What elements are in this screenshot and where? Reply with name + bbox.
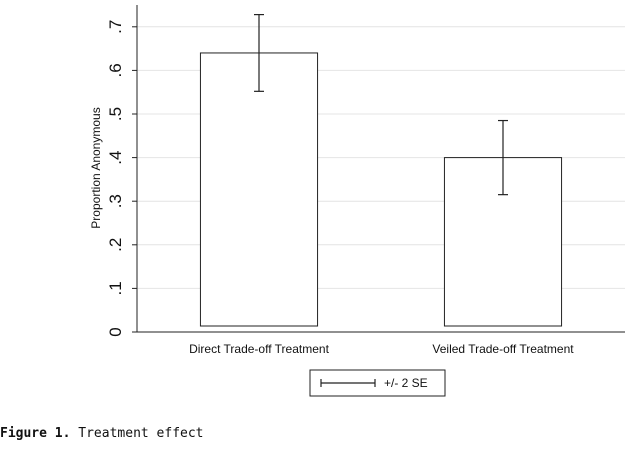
error-bars [254, 13, 508, 196]
x-tick-labels: Direct Trade-off Treatment Veiled Trade-o… [189, 342, 574, 356]
axes [136, 5, 625, 333]
figure-caption-text: Treatment effect [78, 426, 204, 441]
legend: +/- 2 SE [309, 369, 446, 397]
y-tick-label: .6 [106, 63, 125, 77]
x-tick-label: Direct Trade-off Treatment [189, 342, 330, 356]
figure-caption: Figure 1. Treatment effect [0, 426, 204, 441]
figure-caption-label: Figure 1. [0, 426, 71, 441]
y-tick-label: .5 [106, 107, 125, 121]
y-tick-label: 0 [106, 327, 125, 336]
x-tick-label: Veiled Trade-off Treatment [432, 342, 574, 356]
y-tick-label: .3 [106, 194, 125, 208]
y-tick-label: .4 [106, 151, 125, 165]
y-tick-label: .7 [106, 20, 125, 34]
y-axis-label: Proportion Anonymous [89, 107, 103, 228]
bars [199, 52, 563, 327]
y-tick-label: .1 [106, 281, 125, 295]
legend-box [309, 369, 446, 397]
legend-label: +/- 2 SE [384, 376, 428, 390]
bar [199, 52, 319, 327]
bar-chart: 0 .1 .2 .3 .4 .5 .6 .7 Direct Trade-off Treatme… [89, 5, 625, 397]
y-ticks: 0 .1 .2 .3 .4 .5 .6 .7 [106, 20, 137, 337]
y-tick-label: .2 [106, 238, 125, 252]
